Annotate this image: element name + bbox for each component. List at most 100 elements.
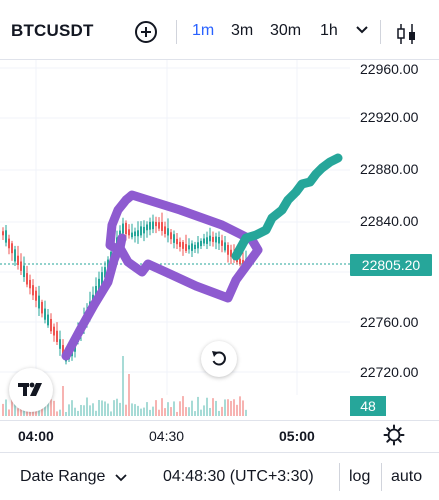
bottom-divider (339, 463, 340, 491)
volume-bar (218, 410, 220, 416)
time-axis-label: 04:00 (18, 428, 54, 444)
volume-bar (245, 409, 247, 416)
candle-body (134, 231, 136, 237)
candle-body (131, 232, 133, 238)
last-price-badge: 22805.20 (350, 254, 432, 276)
candle-body (140, 226, 142, 236)
volume-bar (221, 406, 223, 416)
candle-body (143, 226, 145, 234)
candle-body (2, 231, 4, 236)
volume-bar (110, 411, 112, 416)
candle-body (188, 245, 190, 250)
volume-bar (191, 400, 193, 416)
candle-body (167, 228, 169, 236)
tradingview-logo-icon (18, 382, 42, 396)
volume-bar (8, 409, 10, 416)
volume-bar (224, 399, 226, 416)
candle-body (158, 222, 160, 229)
volume-bar (17, 408, 19, 416)
volume-bar (59, 409, 61, 416)
candle-body (149, 221, 151, 230)
candle-body (206, 237, 208, 244)
volume-bar (242, 400, 244, 416)
date-range-button[interactable]: Date Range (20, 468, 106, 485)
candle-body (221, 240, 223, 246)
interval-30m[interactable]: 30m (270, 22, 302, 39)
volume-bar (53, 400, 55, 416)
volume-bar (233, 399, 235, 416)
interval-1h[interactable]: 1h (320, 22, 338, 39)
chart-toolbar: BTCUSDT 1m 3m 30m 1h (0, 0, 439, 60)
volume-bar (140, 408, 142, 416)
volume-bar (155, 400, 157, 416)
bottom-divider (381, 463, 382, 491)
candle-body (170, 232, 172, 240)
date-range-chevron-icon[interactable] (115, 473, 127, 483)
candle-body (212, 236, 214, 242)
teal-drawing (231, 153, 343, 261)
interval-1m[interactable]: 1m (192, 22, 215, 39)
candle-body (8, 238, 10, 249)
chart-pane[interactable]: 22960.00 22920.00 22880.00 22840.00 2276… (0, 60, 439, 420)
price-axis-label: 22920.00 (360, 109, 419, 125)
volume-bar (146, 402, 148, 416)
candle-body (44, 308, 46, 320)
volume-bar (164, 408, 166, 416)
candle-body (26, 273, 28, 285)
volume-bar (203, 405, 205, 416)
settings-gear-icon[interactable] (383, 424, 405, 446)
candle-body (185, 244, 187, 251)
volume-bar (194, 411, 196, 416)
volume-bar (26, 408, 28, 416)
volume-bar (107, 403, 109, 416)
volume-bars (2, 356, 247, 416)
volume-bar (230, 400, 232, 416)
candle-body (41, 301, 43, 314)
volume-bar (239, 396, 241, 416)
volume-bar (80, 404, 82, 416)
candle-body (56, 330, 58, 342)
volume-bar (212, 398, 214, 416)
candle-body (32, 285, 34, 296)
candle-body (50, 318, 52, 332)
volume-bar (23, 408, 25, 416)
volume-bar (50, 399, 52, 416)
candles-chart-type-icon[interactable] (396, 22, 418, 46)
time-axis-label: 05:00 (279, 428, 315, 444)
candle-body (23, 265, 25, 278)
volume-bar (89, 405, 91, 416)
symbol-name[interactable]: BTCUSDT (11, 21, 94, 40)
candle-body (53, 326, 55, 336)
candle-body (125, 222, 127, 235)
price-chart[interactable] (0, 60, 439, 420)
candle-body (224, 242, 226, 251)
intervals-dropdown-chevron-icon[interactable] (355, 24, 369, 36)
volume-bar (125, 404, 127, 416)
volume-bar (14, 403, 16, 416)
price-axis-label: 22960.00 (360, 61, 419, 77)
purple-drawing (61, 190, 263, 361)
volume-bar (122, 356, 124, 416)
candle-body (146, 224, 148, 231)
candle-body (5, 230, 7, 243)
candle-body (230, 249, 232, 257)
interval-3m[interactable]: 3m (231, 22, 254, 39)
volume-bar (227, 399, 229, 416)
candle-body (203, 238, 205, 244)
volume-bar (182, 396, 184, 416)
auto-scale-button[interactable]: auto (391, 468, 423, 485)
volume-bar (11, 396, 13, 416)
candle-body (209, 235, 211, 242)
price-axis-label: 22840.00 (360, 213, 419, 229)
toolbar-divider (176, 20, 177, 44)
volume-bar (77, 410, 79, 416)
volume-bar (113, 400, 115, 416)
log-scale-button[interactable]: log (349, 468, 371, 485)
candle-body (155, 221, 157, 227)
volume-bar (128, 374, 130, 416)
reset-chart-button[interactable] (201, 341, 237, 377)
volume-bar (131, 403, 133, 416)
add-symbol-button[interactable] (135, 21, 157, 43)
price-axis-label: 22720.00 (360, 364, 419, 380)
tradingview-logo[interactable] (9, 368, 53, 412)
